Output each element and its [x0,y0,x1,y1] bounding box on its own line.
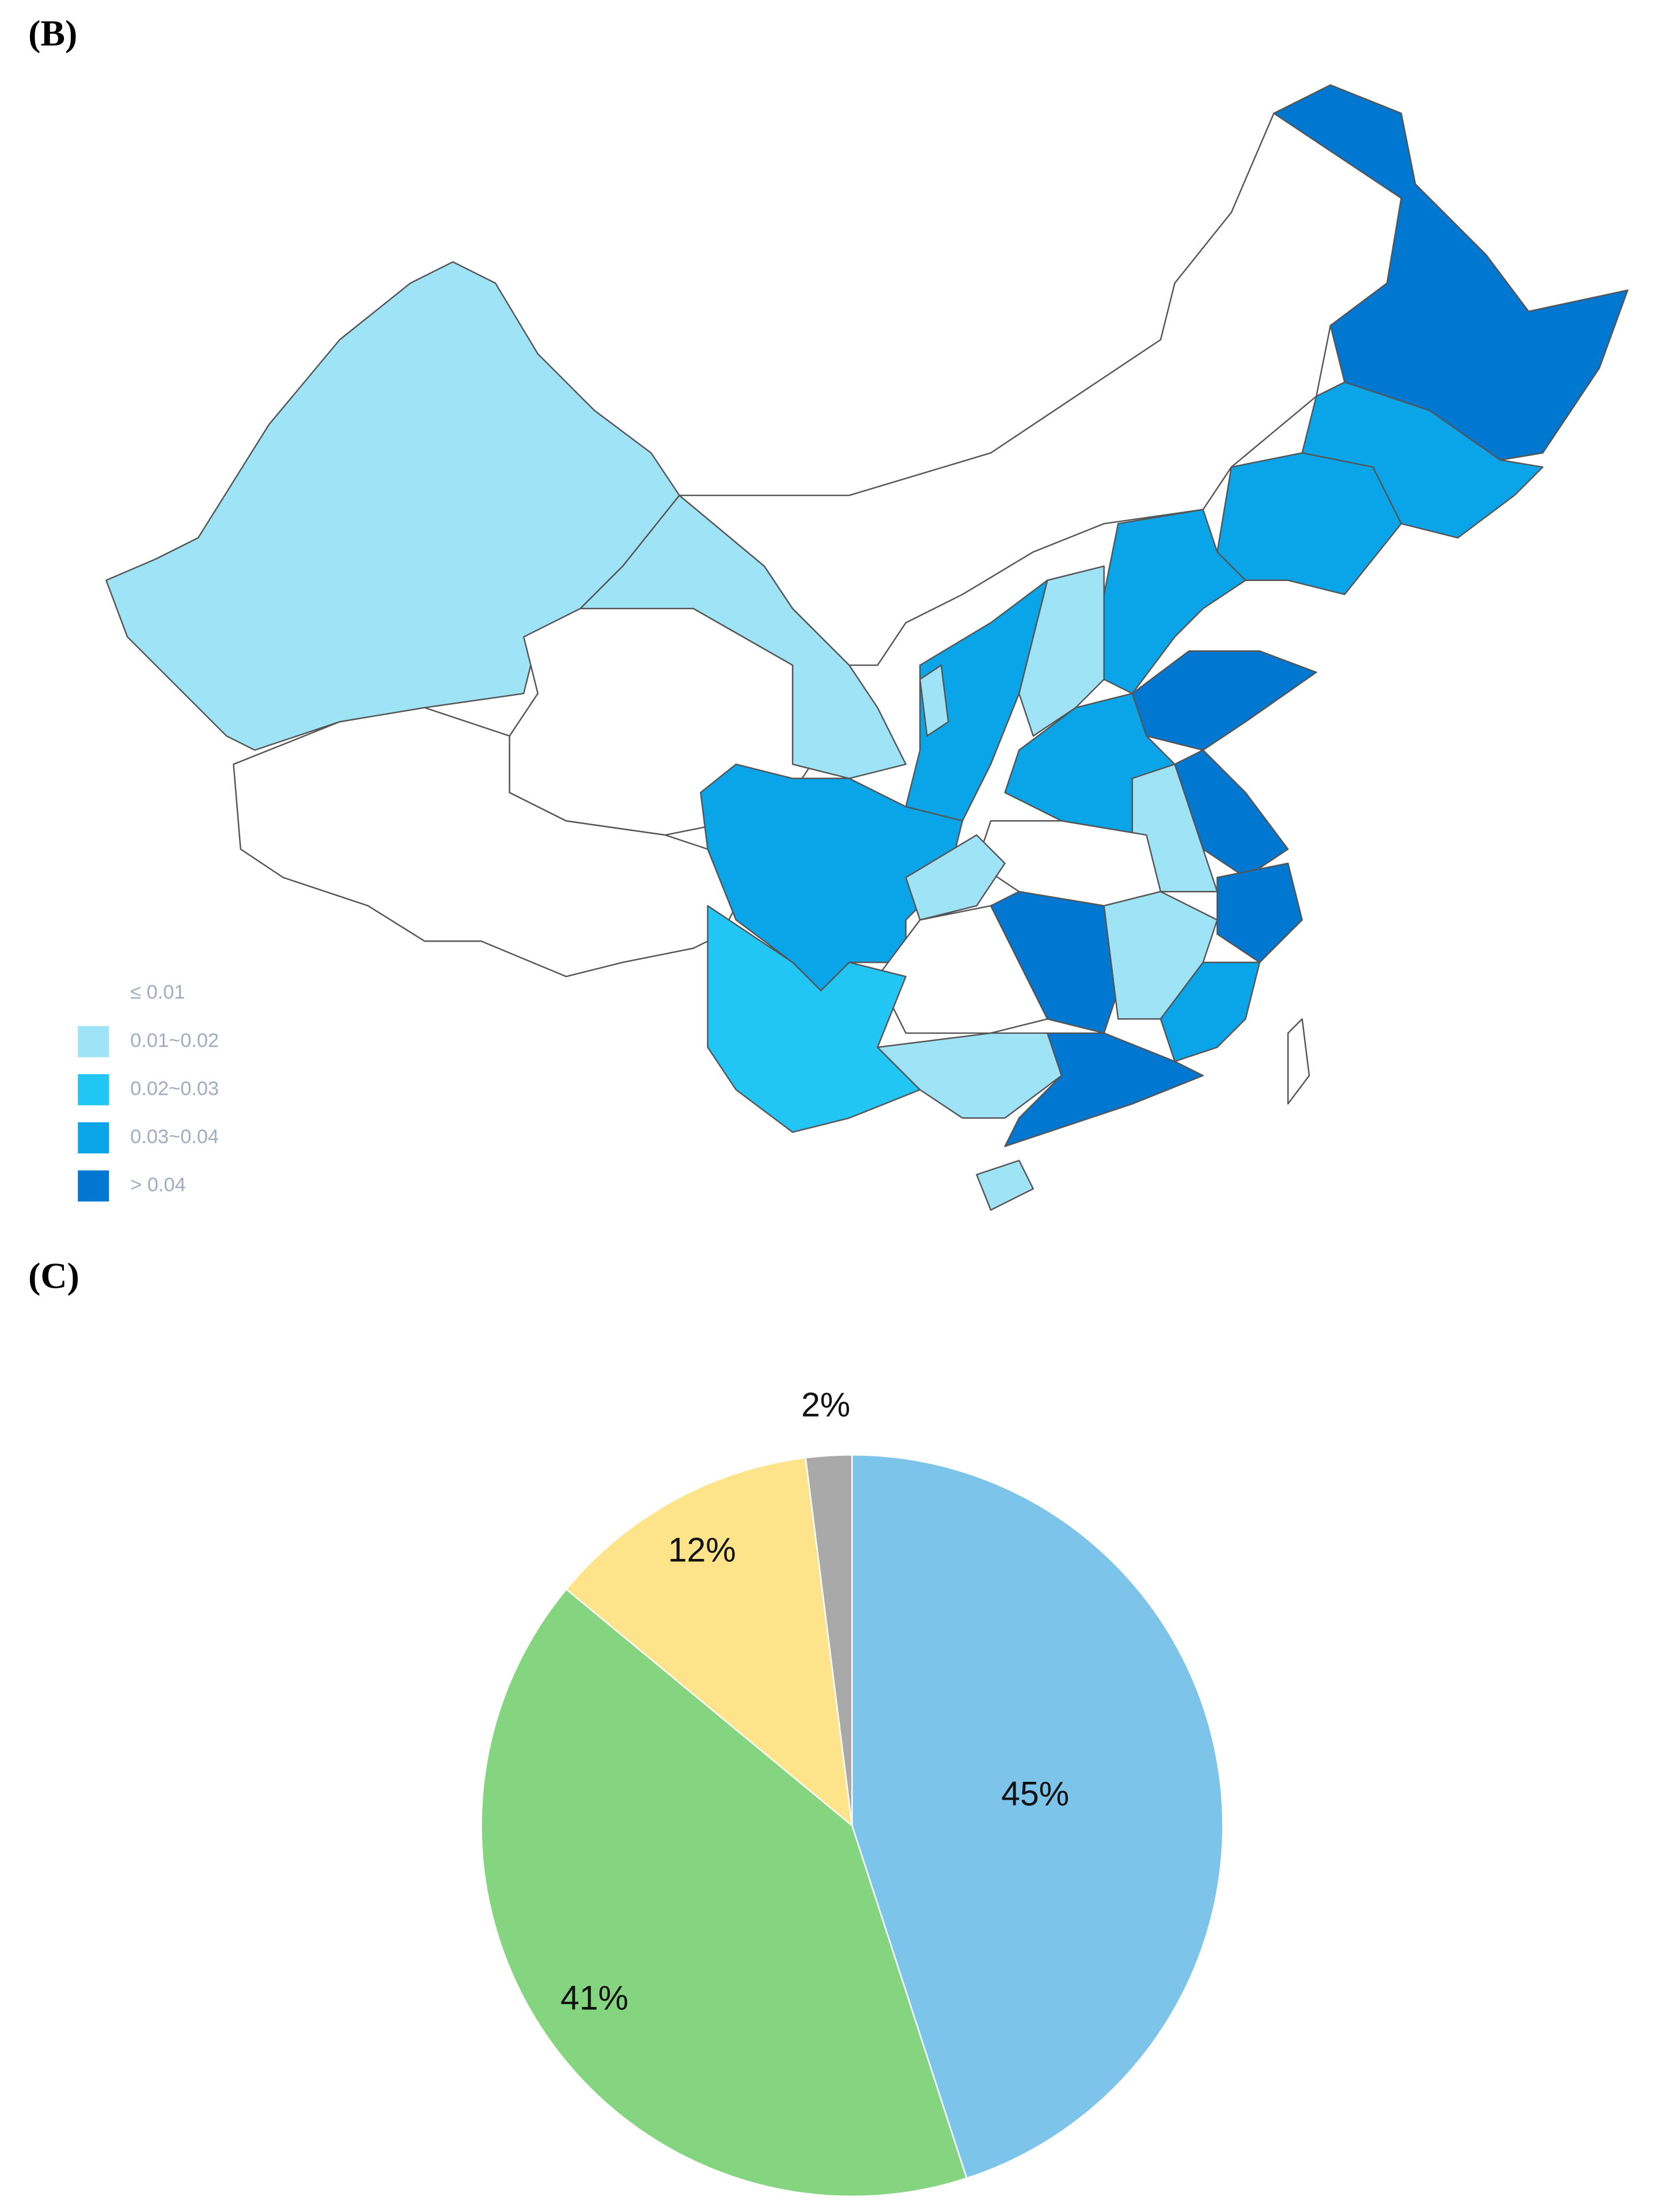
slice-label: 2% [801,1387,850,1424]
slice-label: 12% [668,1532,736,1569]
province [905,834,1006,921]
province [1004,1032,1204,1147]
province [919,664,949,737]
legend-label: ≤ 0.01 [130,981,185,1003]
map [105,84,1629,1211]
panel-label: (C) [28,1255,79,1296]
province [1131,650,1317,751]
legend-swatch [78,1170,109,1202]
province [1217,862,1303,963]
pie-slice [480,1588,968,2198]
province [679,112,1402,666]
pie-chart: 45% 41% 12% 2% [480,1387,1224,2198]
legend-swatch [78,1074,109,1106]
province [700,763,964,992]
legend-label: 0.03~0.04 [130,1126,219,1148]
province [976,1159,1034,1211]
legend-label: > 0.04 [130,1174,186,1196]
province [1287,1018,1310,1105]
panel-label: (B) [28,13,77,54]
legend-label: 0.02~0.03 [130,1077,219,1099]
province [1273,84,1629,461]
legend-swatch [78,1122,109,1154]
legend-label: 0.01~0.02 [130,1030,219,1052]
slice-label: 45% [1001,1775,1069,1813]
province [905,579,1048,822]
pie-slice [851,1454,1224,2179]
legend-swatch [78,1026,109,1057]
pie-slice [805,1454,853,1826]
province [877,1032,1063,1119]
slice-label: 41% [560,1980,628,2017]
pie-slice [565,1456,853,1827]
